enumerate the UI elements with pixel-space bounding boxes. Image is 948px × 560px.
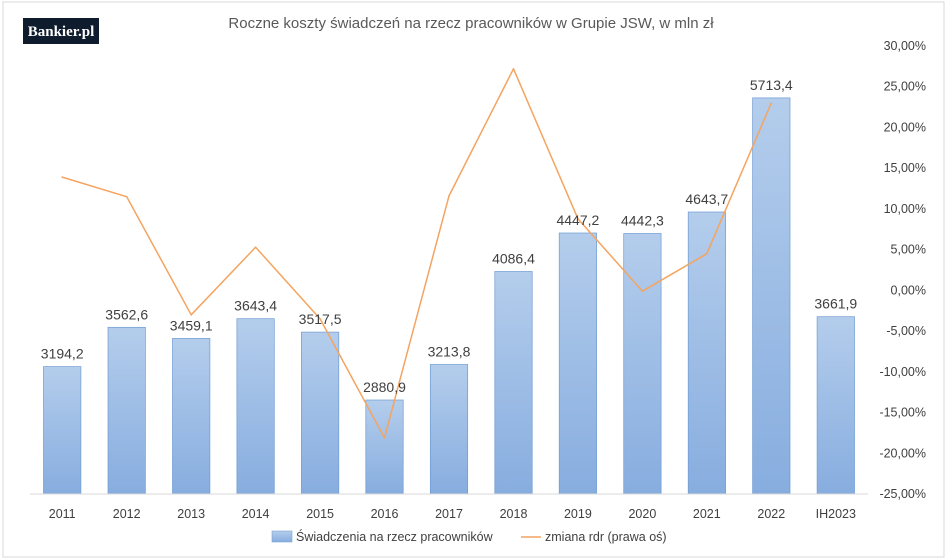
line-point-2016 <box>383 437 386 439</box>
y-tick-label-1: 25,00% <box>884 80 926 94</box>
data-label-2016: 2880,9 <box>363 379 406 395</box>
y-tick-label-5: 5,00% <box>891 243 926 257</box>
x-tick-label-2017: 2017 <box>435 507 463 521</box>
line-point-2021 <box>706 252 708 255</box>
right-y-axis: 30,00% 25,00% 20,00% 15,00% 10,00% 5,00% 0,00%… <box>879 39 926 501</box>
data-label-2019: 4447,2 <box>556 212 599 228</box>
legend-bar-label: Świadczenia na rzecz pracowników <box>296 529 494 544</box>
data-label-2020: 4442,3 <box>621 213 664 229</box>
bar-2019 <box>558 232 597 495</box>
x-tick-label-2014: 2014 <box>242 507 270 521</box>
x-tick-label-2011: 2011 <box>49 507 76 521</box>
y-tick-label-2: 20,00% <box>884 121 926 135</box>
bar-2011 <box>43 366 82 495</box>
data-label-2021: 4643,7 <box>685 191 728 207</box>
x-tick-label-2019: 2019 <box>564 507 592 521</box>
data-label-2013: 3459,1 <box>170 317 213 333</box>
data-label-2014: 3643,4 <box>234 298 277 314</box>
data-label-2012: 3562,6 <box>105 306 148 322</box>
x-tick-label-2015: 2015 <box>306 507 334 521</box>
legend: Świadczenia na rzecz pracowników zmiana … <box>271 529 667 544</box>
data-label-2018: 4086,4 <box>492 251 535 267</box>
bankier-logo: Bankier.pl <box>23 18 99 44</box>
y-tick-label-10: -20,00% <box>879 446 926 460</box>
x-tick-label-2013: 2013 <box>177 507 205 521</box>
x-tick-label-2021: 2021 <box>693 507 721 521</box>
y-tick-label-4: 10,00% <box>884 202 926 216</box>
line-point-2011 <box>61 176 63 178</box>
y-tick-label-11: -25,00% <box>879 487 926 501</box>
bar-IH2023 <box>816 316 855 495</box>
x-tick-label-2012: 2012 <box>113 507 141 521</box>
bar-2012 <box>107 326 146 495</box>
line-layer <box>61 68 773 439</box>
legend-bar-swatch <box>271 530 293 543</box>
x-tick-label-2020: 2020 <box>628 507 656 521</box>
x-tick-label-2016: 2016 <box>371 507 399 521</box>
y-tick-label-3: 15,00% <box>884 161 926 175</box>
line-point-2017 <box>448 195 450 197</box>
y-tick-label-9: -15,00% <box>879 406 926 420</box>
data-label-2022: 5713,4 <box>750 77 793 93</box>
line-point-2020 <box>641 290 644 293</box>
bar-2015 <box>301 331 340 495</box>
line-point-2019 <box>577 217 579 220</box>
logo-background <box>23 18 99 44</box>
bar-2013 <box>172 338 211 495</box>
data-labels-layer: 3194,2 3562,6 3459,1 3643,4 3517,5 2880,9 3213… <box>41 77 858 395</box>
chart-title: Roczne koszty świadczeń na rzecz pracown… <box>228 15 714 32</box>
y-tick-label-8: -10,00% <box>879 365 926 379</box>
x-tick-label-2022: 2022 <box>757 507 785 521</box>
x-tick-label-2018: 2018 <box>500 507 528 521</box>
legend-line-label: zmiana rdr (prawa oś) <box>545 530 667 544</box>
bar-2014 <box>236 318 275 495</box>
bar-2020 <box>623 233 662 495</box>
bar-2017 <box>429 364 469 495</box>
line-point-2012 <box>125 195 128 198</box>
bar-2022 <box>752 97 791 495</box>
x-axis: 2011 2012 2013 2014 2015 2016 2017 2018 2019 2020… <box>30 493 868 521</box>
y-tick-label-0: 30,00% <box>884 39 926 53</box>
data-label-2015: 3517,5 <box>299 311 342 327</box>
data-label-2017: 3213,8 <box>428 344 471 360</box>
line-point-2013 <box>190 314 192 316</box>
bars-layer <box>43 97 855 495</box>
line-series-yoy-change <box>61 68 772 439</box>
line-point-2018 <box>512 68 515 70</box>
logo-text: Bankier.pl <box>28 24 95 40</box>
data-label-2011: 3194,2 <box>41 346 84 362</box>
line-point-2022 <box>770 102 773 104</box>
data-label-IH2023: 3661,9 <box>814 296 857 312</box>
line-point-2014 <box>254 246 257 248</box>
line-point-2015 <box>319 318 321 320</box>
bar-2018 <box>494 271 533 495</box>
bar-2021 <box>687 211 726 495</box>
y-tick-label-6: 0,00% <box>891 283 926 297</box>
y-tick-label-7: -5,00% <box>886 324 926 338</box>
x-tick-label-IH2023: IH2023 <box>816 507 856 521</box>
